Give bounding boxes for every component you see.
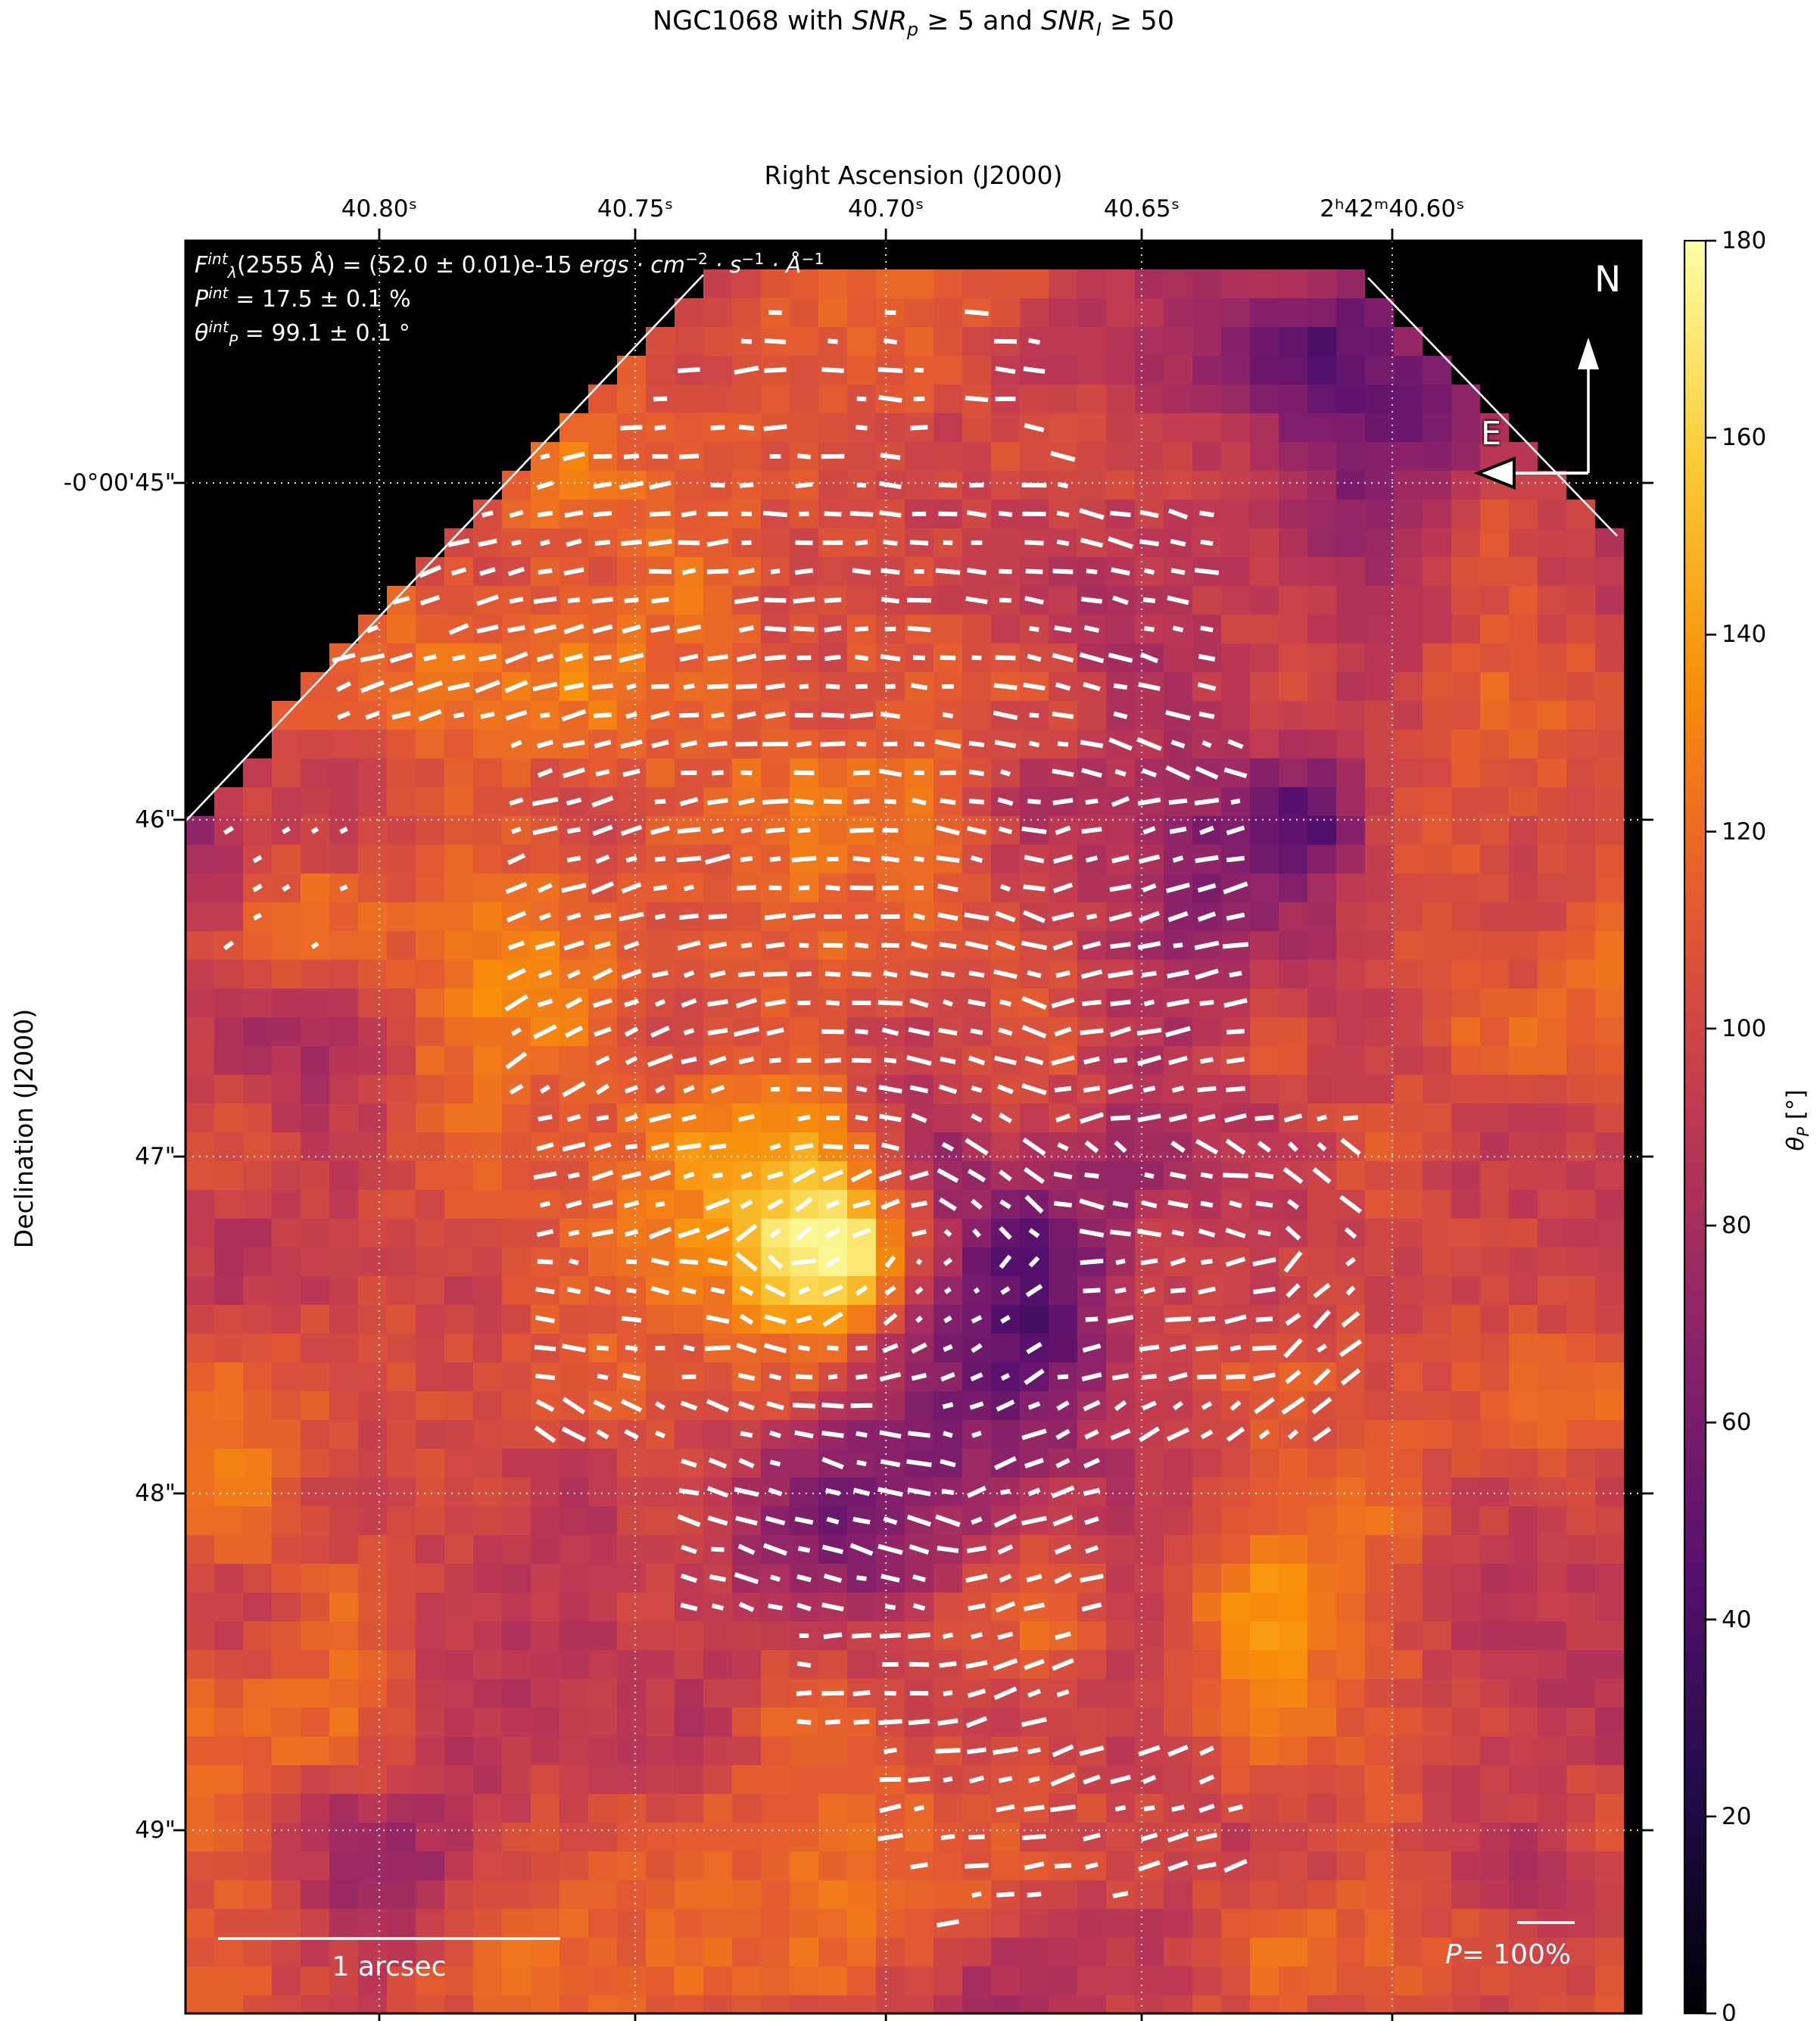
text-segment: −1	[801, 250, 824, 268]
y-tick-label: 48"	[135, 1479, 176, 1507]
text-segment: −2	[684, 250, 709, 268]
y-axis-title: Declination (J2000)	[9, 1008, 39, 1249]
x-axis-title: Right Ascension (J2000)	[764, 160, 1063, 190]
text-segment: θ	[195, 320, 209, 347]
text-segment: int	[207, 250, 228, 268]
y-tick-label: 46"	[135, 805, 176, 833]
text-segment: int	[208, 318, 229, 336]
colorbar-tick-label: 120	[1722, 817, 1767, 845]
text-segment: SNR	[1041, 6, 1096, 36]
polarization-reference-label: P= 100%	[1395, 1939, 1622, 1970]
text-segment: = 100%	[1461, 1939, 1572, 1970]
text-segment: (2555 Å) = (52.0 ± 0.01)e-15	[236, 252, 580, 279]
colorbar-tick-label: 100	[1722, 1014, 1767, 1042]
text-segment: ≥ 5 and	[918, 6, 1042, 36]
compass-north-label: N	[1594, 259, 1622, 301]
text-segment: ergs · cm	[579, 252, 685, 279]
scalebar-label: 1 arcsec	[332, 1951, 447, 1982]
x-tick-label: 40.80ˢ	[341, 195, 418, 223]
colorbar-tick-label: 20	[1722, 1802, 1752, 1830]
y-tick-label: 49"	[135, 1817, 176, 1844]
x-tick-label: 40.75ˢ	[597, 195, 674, 223]
text-segment: NGC1068 with	[653, 6, 852, 36]
text-segment: −1	[741, 250, 765, 268]
text-segment: = 17.5 ± 0.1 %	[228, 286, 411, 313]
text-segment: ≥ 50	[1101, 6, 1174, 36]
annotation-flux: Fintλ(2555 Å) = (52.0 ± 0.01)e-15 ergs ·…	[195, 242, 1103, 282]
colorbar-tick-label: 60	[1722, 1409, 1752, 1437]
colorbar-tick-label: 40	[1722, 1605, 1752, 1633]
y-tick-label: -0°00'45"	[63, 469, 176, 497]
text-segment: λ	[227, 263, 237, 282]
text-segment: F	[195, 252, 208, 279]
annotation-pol-degree: Pint = 17.5 ± 0.1 %	[195, 276, 1103, 313]
page-title: NGC1068 with SNRp ≥ 5 and SNRI ≥ 50	[185, 6, 1641, 40]
text-segment: p	[907, 19, 919, 40]
text-segment: SNR	[852, 6, 908, 36]
text-segment: · Å	[764, 252, 802, 279]
text-segment: θ	[1782, 1136, 1809, 1151]
colorbar-title: θP [°]	[1780, 893, 1812, 1347]
compass-east-label: E	[1481, 415, 1502, 453]
colorbar-tick-label: 0	[1722, 2000, 1737, 2021]
colorbar-tick-label: 80	[1722, 1212, 1752, 1240]
colorbar-tick-label: 180	[1722, 227, 1767, 254]
x-tick-label: 2ʰ42ᵐ40.60ˢ	[1320, 195, 1465, 223]
text-segment: = 99.1 ± 0.1 °	[238, 320, 410, 347]
colorbar-tick-label: 140	[1722, 621, 1767, 649]
text-segment: P	[228, 332, 238, 350]
text-segment: P	[195, 286, 209, 313]
x-tick-label: 40.70ˢ	[847, 195, 924, 223]
text-segment: P	[1794, 1126, 1813, 1137]
colorbar-tick-label: 160	[1722, 424, 1767, 452]
text-segment: I	[1095, 19, 1102, 40]
y-tick-label: 47"	[135, 1142, 176, 1170]
text-segment: P	[1444, 1939, 1462, 1970]
text-segment: int	[208, 284, 229, 302]
annotation-block: Fintλ(2555 Å) = (52.0 ± 0.01)e-15 ergs ·…	[195, 242, 1103, 350]
text-segment: [°]	[1782, 1089, 1809, 1127]
annotation-pol-angle: θintP = 99.1 ± 0.1 °	[195, 310, 1103, 350]
x-tick-label: 40.65ˢ	[1103, 195, 1180, 223]
text-segment: · s	[708, 252, 742, 279]
